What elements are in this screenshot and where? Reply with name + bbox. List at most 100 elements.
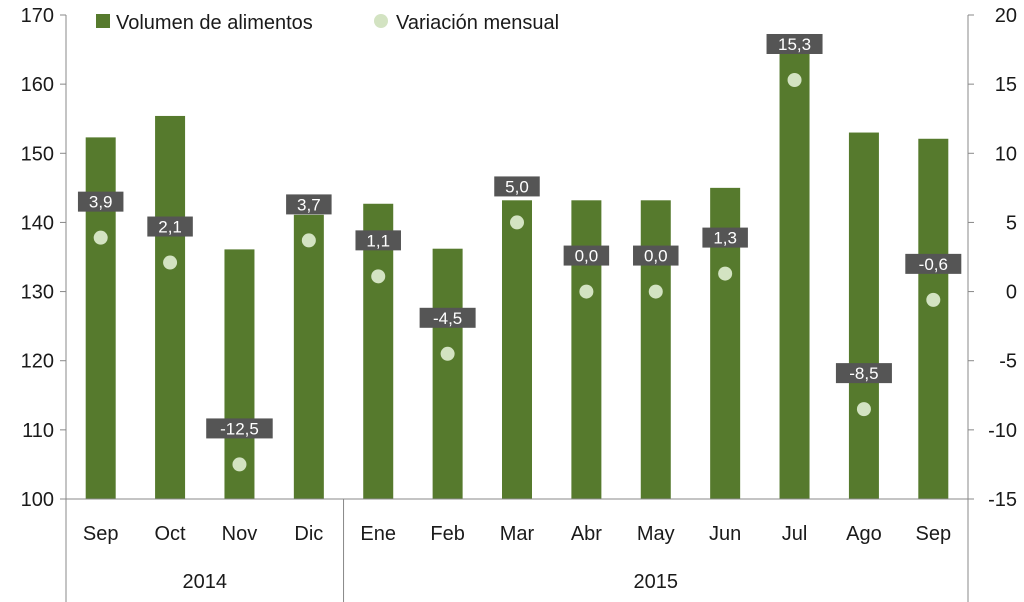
- right-tick-label-6: 15: [995, 74, 1017, 96]
- data-label-text-11: -8,5: [849, 364, 878, 383]
- bar-4: [363, 203, 394, 499]
- data-label-text-2: -12,5: [220, 419, 259, 438]
- category-label-2: Nov: [222, 523, 258, 545]
- left-tick-label-5: 150: [21, 143, 54, 165]
- point-7: [579, 284, 594, 299]
- data-label-text-0: 3,9: [89, 193, 113, 212]
- data-label-box-3: [286, 194, 332, 215]
- point-0: [93, 230, 108, 245]
- point-1: [163, 255, 178, 270]
- legend-point-label: Variación mensual: [396, 12, 559, 34]
- bar-0: [85, 137, 116, 499]
- right-tick-label-2: -5: [999, 351, 1017, 373]
- category-label-1: Oct: [155, 523, 187, 545]
- data-label-5: -4,5: [419, 307, 476, 328]
- data-label-9: 1,3: [702, 227, 748, 248]
- right-tick-label-5: 10: [995, 143, 1017, 165]
- data-label-0: 3,9: [77, 191, 124, 212]
- data-label-box-7: [563, 245, 610, 266]
- data-label-box-6: [494, 176, 540, 197]
- data-label-box-12: [905, 253, 962, 274]
- point-8: [648, 284, 663, 299]
- data-label-4: 1,1: [355, 230, 401, 251]
- data-label-6: 5,0: [494, 176, 540, 197]
- left-tick-label-1: 110: [22, 420, 54, 442]
- data-label-box-1: [147, 216, 193, 237]
- data-label-box-4: [355, 230, 401, 251]
- data-label-text-9: 1,3: [713, 229, 737, 248]
- data-label-8: 0,0: [633, 245, 679, 266]
- bar-3: [293, 214, 324, 499]
- data-label-text-12: -0,6: [919, 255, 948, 274]
- data-label-12: -0,6: [905, 253, 962, 274]
- bar-11: [848, 132, 879, 500]
- data-label-box-9: [702, 227, 748, 248]
- point-4: [371, 269, 386, 284]
- right-tick-label-7: 20: [995, 5, 1017, 27]
- left-tick-label-4: 140: [21, 212, 54, 234]
- data-label-3: 3,7: [286, 194, 332, 215]
- legend-bar-label: Volumen de alimentos: [116, 12, 313, 34]
- data-label-text-7: 0,0: [575, 247, 599, 266]
- right-y-axis-ticks: -15 -10 -5 0 5 10 15 20: [968, 5, 1017, 511]
- category-label-10: Jul: [782, 523, 808, 545]
- bar-6: [502, 200, 532, 499]
- point-12: [926, 292, 941, 307]
- data-label-text-5: -4,5: [433, 309, 462, 328]
- legend: Volumen de alimentos Variación mensual: [96, 12, 559, 34]
- point-10: [787, 72, 802, 87]
- bar-series: [85, 34, 949, 500]
- left-tick-label-2: 120: [21, 351, 54, 373]
- category-label-6: Mar: [500, 523, 535, 545]
- data-label-box-10: [766, 33, 823, 54]
- data-label-text-4: 1,1: [366, 231, 390, 250]
- point-2: [232, 457, 247, 472]
- bar-8: [640, 200, 671, 499]
- bar-2: [224, 249, 255, 499]
- category-label-3: Dic: [294, 523, 323, 545]
- legend-bar-swatch: [96, 14, 110, 28]
- category-label-5: Feb: [430, 523, 464, 545]
- data-label-7: 0,0: [563, 245, 610, 266]
- data-label-box-8: [633, 245, 679, 266]
- point-11: [856, 402, 871, 417]
- axes: [65, 15, 969, 500]
- category-label-4: Ene: [360, 523, 396, 545]
- category-label-0: Sep: [83, 523, 119, 545]
- data-label-text-6: 5,0: [505, 177, 529, 196]
- group-label-1: 2015: [634, 571, 679, 593]
- left-tick-label-7: 170: [21, 5, 54, 27]
- right-tick-label-0: -15: [988, 489, 1017, 511]
- category-label-9: Jun: [709, 523, 741, 545]
- data-label-text-3: 3,7: [297, 195, 321, 214]
- legend-point-swatch: [374, 14, 388, 28]
- data-label-2: -12,5: [206, 418, 273, 439]
- data-label-10: 15,3: [766, 33, 823, 54]
- data-label-box-11: [835, 363, 892, 384]
- point-9: [718, 266, 733, 281]
- bar-12: [918, 138, 949, 499]
- bar-5: [432, 248, 463, 499]
- data-label-11: -8,5: [835, 363, 892, 384]
- right-tick-label-1: -10: [988, 420, 1017, 442]
- point-series: [93, 72, 941, 472]
- left-tick-label-6: 160: [21, 74, 54, 96]
- category-label-7: Abr: [571, 523, 602, 545]
- x-axis-category-labels: Sep Oct Nov Dic Ene Feb Mar Abr May Jun Jul Ago Sep: [83, 523, 951, 545]
- data-label-text-10: 15,3: [778, 35, 811, 54]
- data-label-box-0: [77, 191, 124, 212]
- category-label-8: May: [637, 523, 675, 545]
- left-y-axis-ticks: 100 110 120 130 140 150 160 170: [21, 5, 66, 511]
- right-tick-label-3: 0: [1006, 282, 1017, 304]
- data-label-box-2: [206, 418, 273, 439]
- bar-10: [779, 34, 810, 500]
- group-label-0: 2014: [183, 571, 228, 593]
- data-labels: 3,9 2,1 -12,5 3,7 1,1 -4,5 5,0 0,0 0,0 1,3 15,3 -8,…: [77, 33, 962, 439]
- data-label-1: 2,1: [147, 216, 193, 237]
- bar-7: [571, 200, 602, 499]
- point-3: [301, 233, 316, 248]
- left-tick-label-3: 130: [21, 282, 54, 304]
- right-tick-label-4: 5: [1006, 212, 1017, 234]
- category-label-11: Ago: [846, 523, 882, 545]
